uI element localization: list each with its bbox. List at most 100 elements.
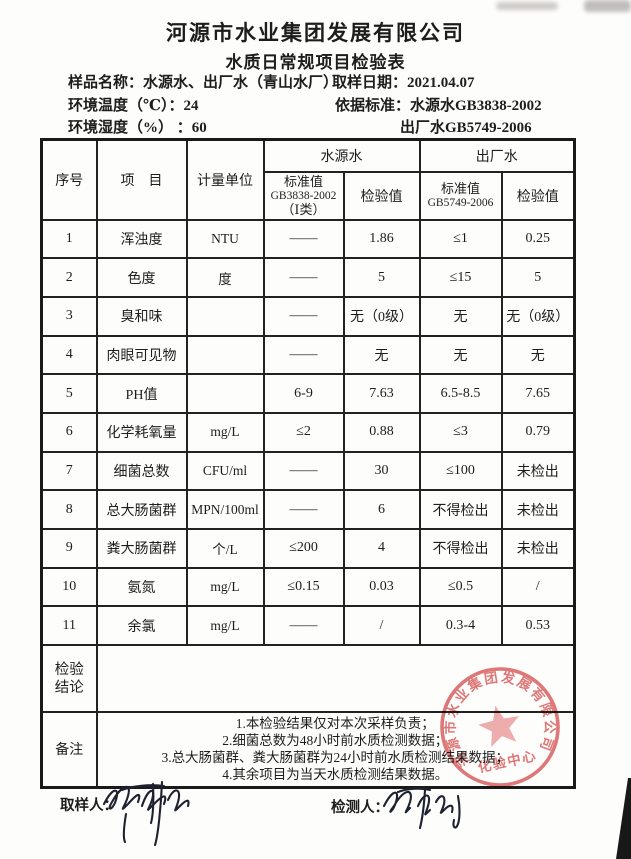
cell-std-factory: ≤100 [418,450,503,492]
cell-value-factory: 7.65 [500,373,576,414]
cell-unit: CFU/ml [185,450,265,492]
cell-value-source: 5 [342,257,421,298]
cell-unit: 度 [185,257,265,298]
company-title: 河源市水业集团发展有限公司 [166,21,465,45]
cell-no: 4 [40,334,98,376]
cell-no: 8 [40,489,98,530]
humidity-info-line: 环境湿度（%） ：60 出厂水GB5749-2006 [68,116,532,137]
sampler-signature [102,780,190,847]
cell-value-source: 0.03 [342,566,421,608]
col-header-check-source: 检验值 [342,170,421,221]
cell-item: 化学耗氧量 [95,411,188,453]
sampling-date: 取样日期：2021.04.07 [332,75,475,91]
table-row: 8 总大肠菌群 MPN/100ml —— 6 不得检出 未检出 [40,489,576,530]
cell-value-source: 无 [342,334,421,376]
cell-std-source: ≤2 [262,411,345,453]
cell-value-source: 4 [342,528,421,569]
cell-std-source: —— [262,489,345,530]
cell-std-factory: 6.5-8.5 [418,373,503,414]
sub-header-row: 标准值 GB3838-2002 （Ⅰ类） 检验值 标准值 GB5749-2006… [42,170,576,221]
cell-no: 3 [40,295,98,337]
cell-unit: MPN/100ml [185,489,265,530]
cell-unit: mg/L [185,605,265,647]
cell-value-factory: 5 [500,257,576,298]
cell-std-factory: ≤15 [418,257,503,298]
cell-value-source: 30 [342,450,421,492]
cell-std-source: —— [262,257,345,298]
col-header-unit: 计量单位 [185,138,265,221]
conclusion-label: 检验 结论 [40,644,98,714]
cell-std-factory: 不得检出 [418,528,503,569]
stamp-ring [440,667,560,787]
cell-std-factory: 无 [418,334,503,376]
cell-std-source: —— [262,450,345,492]
env-humidity-label: 环境湿度（%） ： [68,120,192,136]
tester-signature [382,787,461,830]
sample-info-line: 样品名称：水源水、出厂水（青山水厂） 取样日期：2021.04.07 [68,71,475,92]
cell-item: 粪大肠菌群 [95,528,188,569]
cell-std-source: —— [262,334,345,376]
standard-basis: 依据标准：水源水GB3838-2002 [335,98,542,114]
cell-value-source: 1.86 [342,218,421,260]
cell-value-source: 6 [342,489,421,530]
cell-no: 2 [40,257,98,298]
col-header-std-source: 标准值 GB3838-2002 （Ⅰ类） [262,170,345,221]
stamp-star-icon [478,705,520,748]
cell-unit: mg/L [185,411,265,453]
table-row: 5 PH值 6-9 7.63 6.5-8.5 7.65 [40,373,576,414]
cell-item: 余氯 [95,605,188,647]
cell-std-source: —— [262,218,345,260]
table-row: 7 细菌总数 CFU/ml —— 30 ≤100 未检出 [40,450,576,492]
cell-std-factory: 0.3-4 [418,605,503,647]
cell-std-factory: ≤3 [418,411,503,453]
scan-smudge [496,2,558,10]
table-row: 9 粪大肠菌群 个/L ≤200 4 不得检出 未检出 [40,528,576,569]
cell-std-source: —— [262,605,345,647]
cell-value-source: 无（0级） [342,295,421,337]
cell-no: 7 [40,450,98,492]
cell-item: 肉眼可见物 [95,334,188,376]
cell-value-source: / [342,605,421,647]
cell-item: PH值 [95,373,188,414]
cell-std-source: ≤0.15 [262,566,345,608]
env-temp-value: 24 [183,98,199,114]
cell-item: 臭和味 [95,295,188,337]
cell-value-factory: 无 [500,334,576,376]
col-header-no: 序号 [40,138,98,221]
sampler-label: 取样人： [60,798,118,814]
table-row: 4 肉眼可见物 —— 无无无 [40,334,576,376]
cell-std-source: ≤200 [262,528,345,569]
cell-value-factory: 未检出 [500,450,576,492]
cell-std-source: —— [262,295,345,337]
table-row: 3 臭和味 —— 无（0级）无无（0级） [40,295,576,337]
inspection-table: 序号 项 目 计量单位 水源水 出厂水 标准值 GB3838-2002 （Ⅰ类）… [40,138,576,789]
cell-no: 11 [40,605,98,647]
cell-std-factory: ≤1 [418,218,503,260]
cell-std-factory: ≤0.5 [418,566,503,608]
cell-unit [185,334,265,376]
sample-name-value: 水源水、出厂水（青山水厂） [143,75,339,91]
cell-std-factory: 不得检出 [418,489,503,530]
cell-std-source: 6-9 [262,373,345,414]
cell-item: 细菌总数 [95,450,188,492]
table-row: 11 余氯 mg/L ——/0.3-4 0.53 [40,605,576,647]
cell-value-factory: 未检出 [500,528,576,569]
cell-no: 6 [40,411,98,453]
cell-item: 氨氮 [95,566,188,608]
cell-unit: 个/L [185,528,265,569]
env-humidity-value: 60 [191,120,207,136]
sample-name-label: 样品名称： [68,75,144,91]
cell-no: 5 [40,373,98,414]
cell-value-source: 0.88 [342,411,421,453]
scan-edge-streak [616,778,631,859]
cell-item: 浑浊度 [95,218,188,260]
cell-no: 10 [40,566,98,608]
group-header-row: 序号 项 目 计量单位 水源水 出厂水 [40,138,576,221]
cell-unit: NTU [185,218,265,260]
cell-value-factory: 无（0级） [500,295,576,337]
cell-unit [185,373,265,414]
table-row: 10 氨氮 mg/L ≤0.15 0.03 ≤0.5/ [40,566,576,608]
cell-item: 总大肠菌群 [95,489,188,530]
conclusion-value [95,644,576,714]
col-header-item: 项 目 [95,138,188,221]
